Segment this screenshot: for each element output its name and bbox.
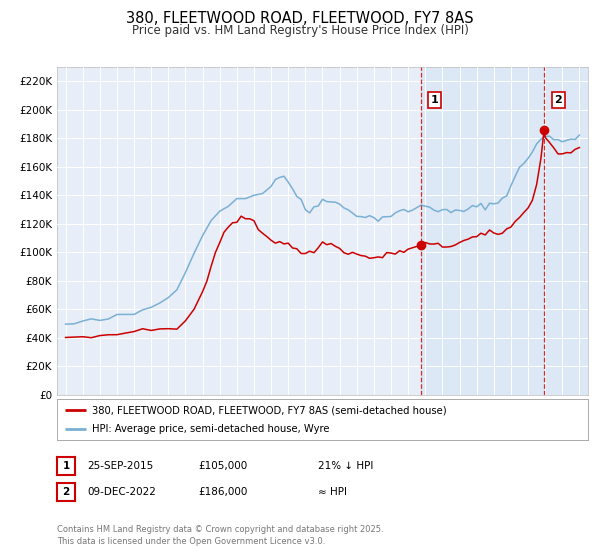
- Text: 09-DEC-2022: 09-DEC-2022: [87, 487, 156, 497]
- Text: 2: 2: [62, 487, 70, 497]
- Text: HPI: Average price, semi-detached house, Wyre: HPI: Average price, semi-detached house,…: [92, 424, 329, 433]
- Text: 380, FLEETWOOD ROAD, FLEETWOOD, FY7 8AS (semi-detached house): 380, FLEETWOOD ROAD, FLEETWOOD, FY7 8AS …: [92, 405, 446, 415]
- Text: 1: 1: [431, 95, 439, 105]
- Bar: [421, 67, 588, 395]
- Text: 25-SEP-2015: 25-SEP-2015: [87, 461, 153, 471]
- Text: 2: 2: [554, 95, 562, 105]
- Text: 21% ↓ HPI: 21% ↓ HPI: [318, 461, 373, 471]
- Text: 380, FLEETWOOD ROAD, FLEETWOOD, FY7 8AS: 380, FLEETWOOD ROAD, FLEETWOOD, FY7 8AS: [126, 11, 474, 26]
- Text: Price paid vs. HM Land Registry's House Price Index (HPI): Price paid vs. HM Land Registry's House …: [131, 24, 469, 36]
- Text: ≈ HPI: ≈ HPI: [318, 487, 347, 497]
- Text: 1: 1: [62, 461, 70, 471]
- Text: £186,000: £186,000: [198, 487, 247, 497]
- Text: £105,000: £105,000: [198, 461, 247, 471]
- Text: Contains HM Land Registry data © Crown copyright and database right 2025.
This d: Contains HM Land Registry data © Crown c…: [57, 525, 383, 546]
